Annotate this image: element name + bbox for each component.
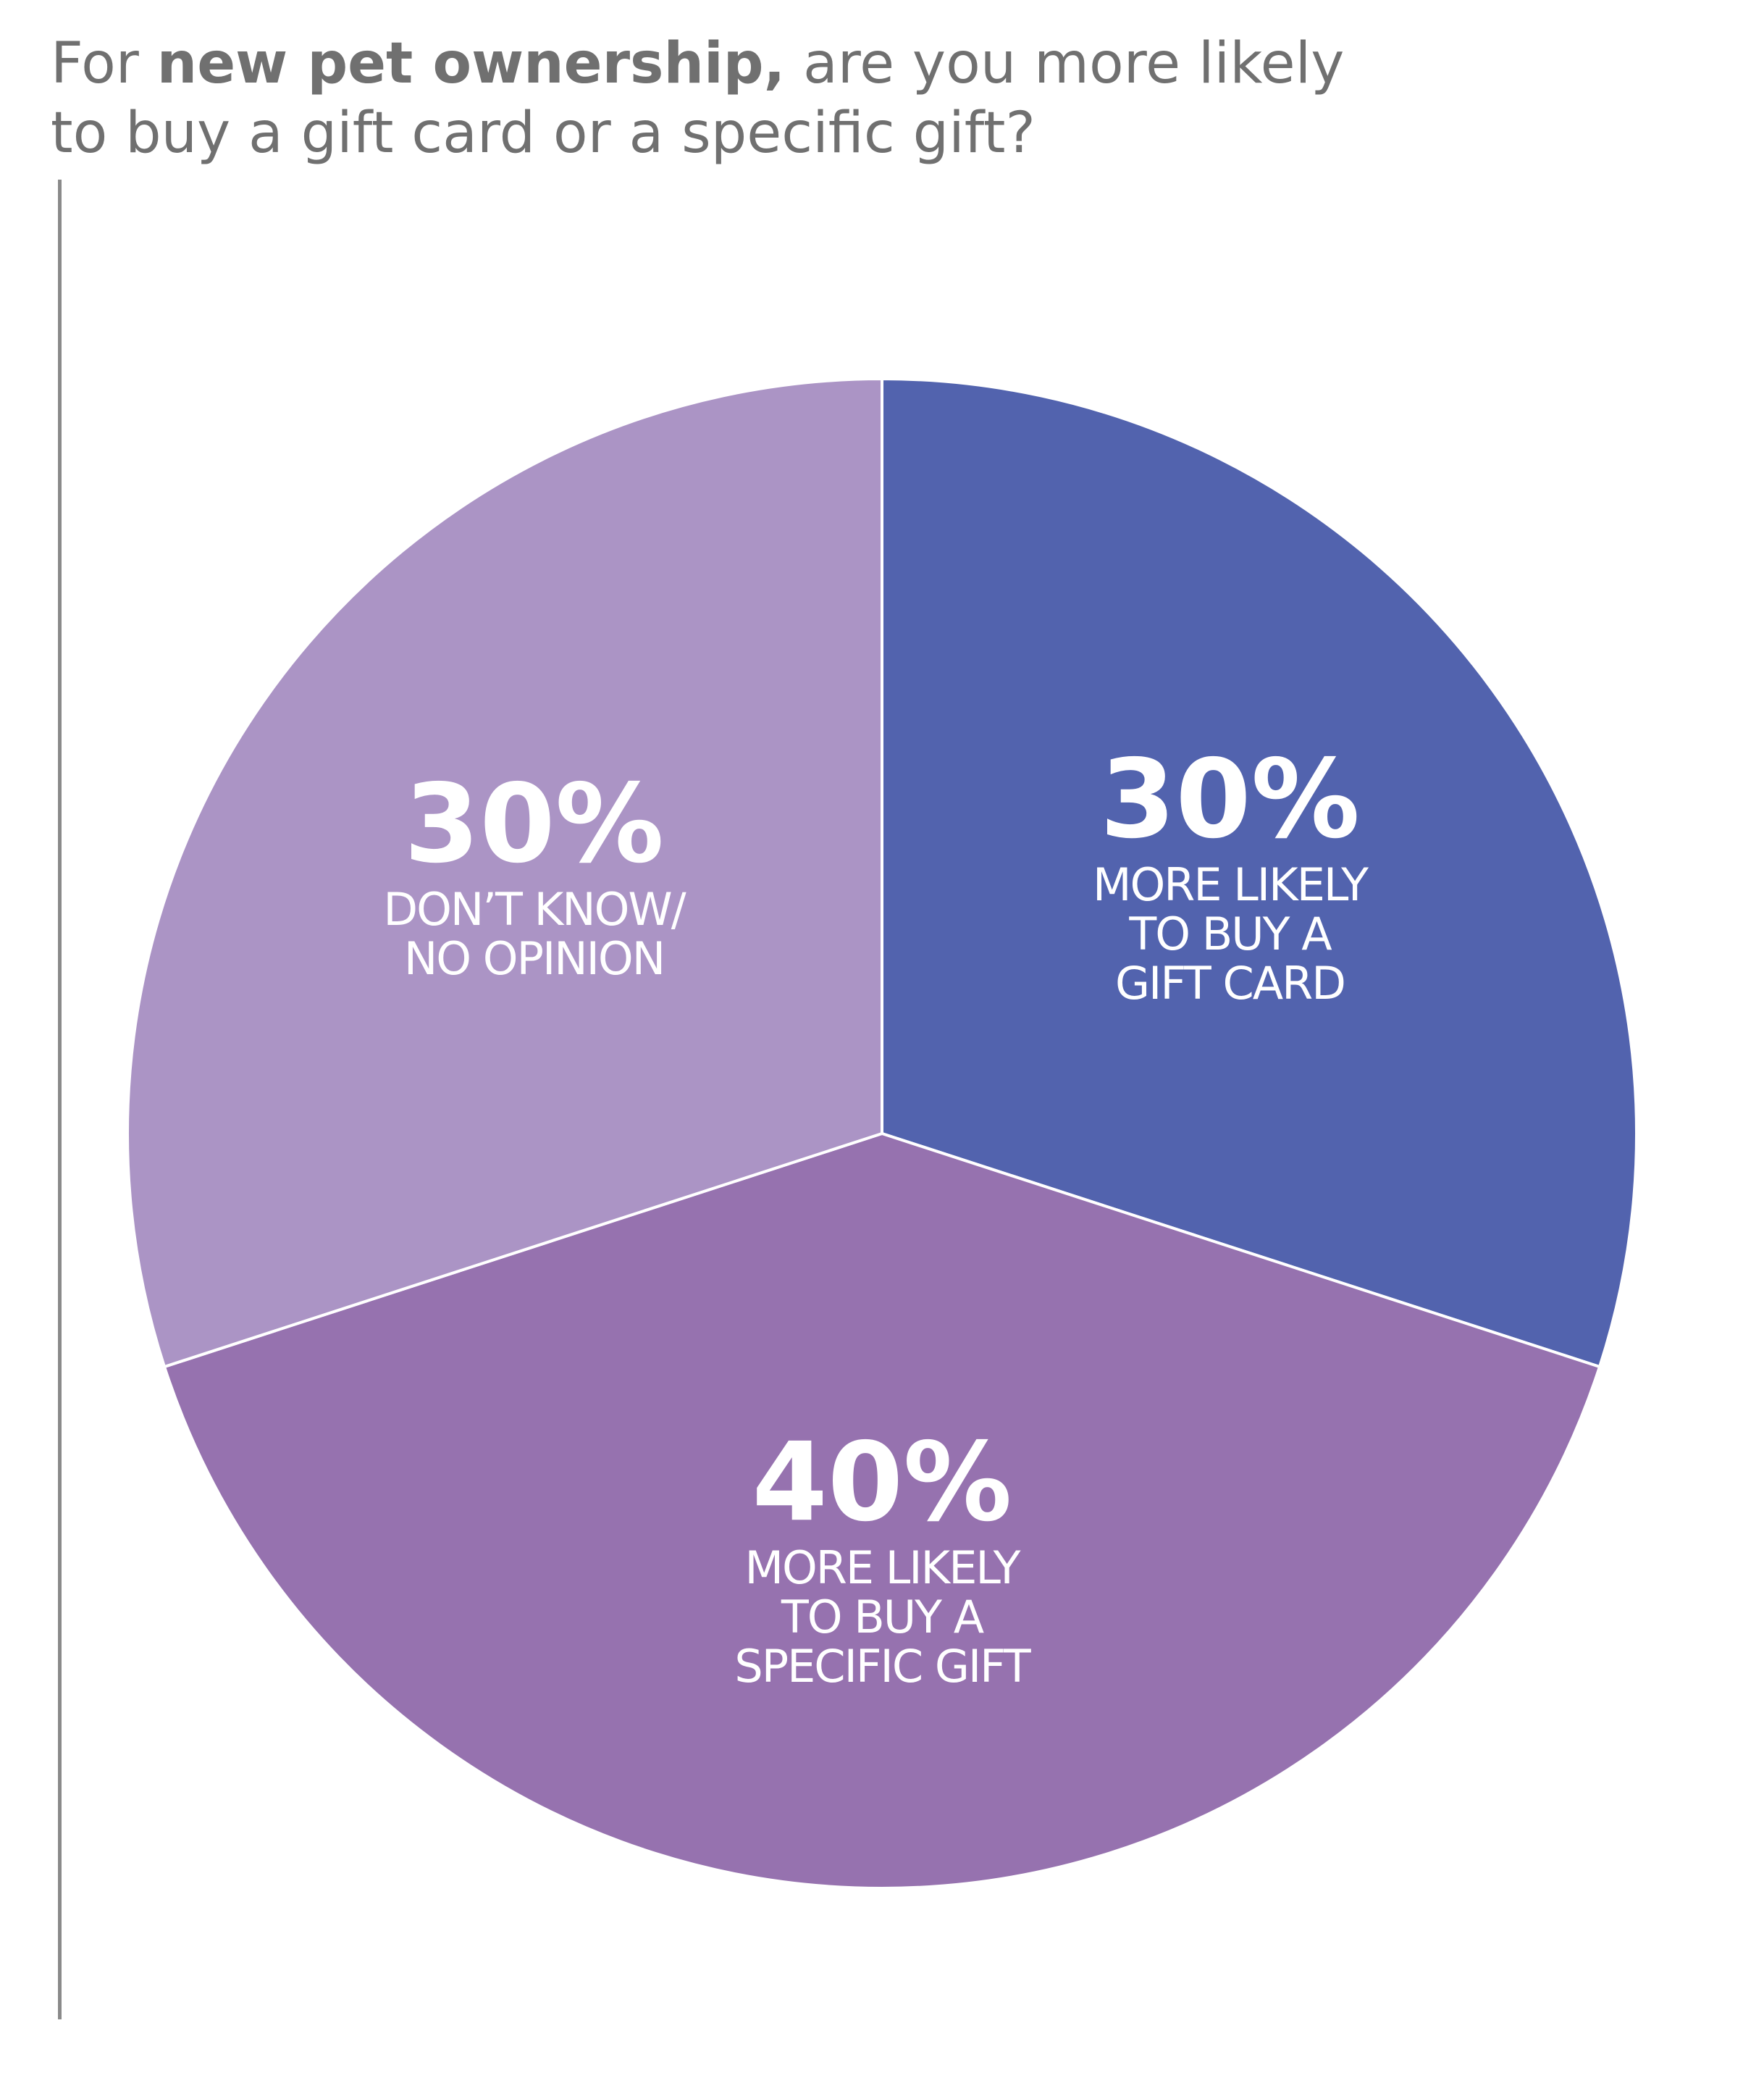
slice-category-label-1-line-2: SPECIFIC GIFT (734, 1640, 1031, 1693)
slice-percent-label-1: 40% (752, 1420, 1012, 1546)
slice-percent-label-0: 30% (1100, 737, 1360, 863)
pie-slice-0 (881, 377, 1638, 1368)
pie-slice-2 (126, 377, 883, 1368)
slice-category-label-0-line-0: MORE LIKELY (1093, 858, 1369, 911)
pie-slice-1 (162, 1132, 1601, 1890)
title-rest: are you more likely (785, 31, 1345, 96)
slice-category-label-0-line-1: TO BUY A (1128, 908, 1332, 960)
slice-category-label-1-line-0: MORE LIKELY (744, 1541, 1020, 1594)
left-rule (58, 180, 62, 2019)
slice-category-label-2-line-0: DON’T KNOW/ (383, 883, 686, 936)
title-bold: new pet ownership, (156, 31, 786, 96)
slice-category-label-2-line-1: NO OPINION (404, 932, 664, 985)
slice-category-label-0-line-2: GIFT CARD (1115, 957, 1345, 1010)
slice-percent-label-2: 30% (404, 761, 664, 887)
slice-category-label-1-line-1: TO BUY A (781, 1591, 984, 1643)
title-line2: to buy a gift card or a specific gift? (51, 101, 1036, 166)
title-prefix: For (51, 31, 157, 96)
chart-title: For new pet ownership, are you more like… (51, 29, 1716, 168)
